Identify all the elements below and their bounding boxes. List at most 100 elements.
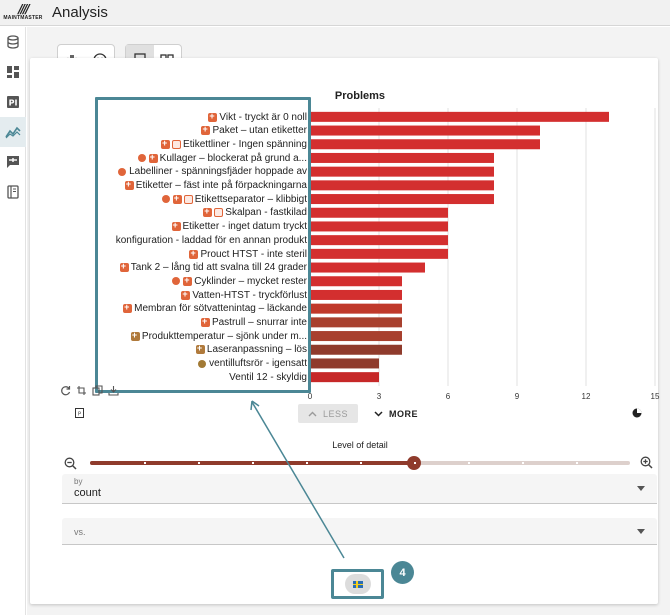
y-label-row[interactable]: Prouct HTST - inte steril — [189, 248, 307, 260]
zoom-in-icon[interactable] — [640, 456, 653, 469]
add-icon — [189, 248, 199, 259]
y-label-row[interactable]: konfiguration - laddad för en annan prod… — [116, 234, 307, 246]
idea-icon — [172, 277, 181, 286]
chart-title: Problems — [334, 90, 386, 102]
y-label-text: Ventil 12 - skyldig — [229, 371, 307, 383]
y-label-row[interactable]: Cyklinder – mycket rester — [172, 275, 307, 287]
slider-tick — [414, 462, 416, 464]
database-icon — [7, 35, 19, 49]
y-label-text: konfiguration - laddad för en annan prod… — [115, 234, 307, 246]
calendar-icon — [172, 139, 182, 149]
add-icon — [203, 206, 213, 218]
y-label-row[interactable]: Vatten-HTST - tryckförlust — [181, 289, 307, 301]
dropdown-caret-icon — [637, 486, 645, 491]
y-label-text: Pastrull – snurrar inte — [211, 317, 307, 328]
y-label-text: Prouct HTST - inte steril — [200, 248, 307, 260]
feedback-icon — [7, 156, 19, 168]
chart-actions — [60, 385, 119, 396]
y-label-row[interactable]: Pastrull – snurrar inte — [200, 316, 307, 329]
slider-tick — [198, 462, 200, 464]
y-label-row[interactable]: Labelliner - spänningsfjäder hoppade av — [118, 166, 307, 178]
sidebar-item-notebook[interactable] — [0, 177, 26, 207]
y-label-row[interactable]: Ventil 12 - skyldig — [229, 371, 307, 383]
refresh-icon[interactable] — [60, 385, 71, 396]
add-icon — [171, 220, 181, 232]
svg-text:PI: PI — [9, 99, 18, 108]
slider-tick — [252, 462, 254, 464]
y-label-text: Etiketter - inget datum tryckt — [182, 221, 308, 233]
idea-icon — [118, 167, 127, 176]
add-icon — [123, 302, 133, 314]
y-label-row[interactable]: Etikettseparator – klibbigt — [161, 193, 307, 205]
y-label-text: Produkttemperatur – sjönk under m... — [141, 330, 307, 342]
sidebar-item-dashboard[interactable] — [0, 57, 26, 87]
y-label-text: Kullager – blockerat på grund a... — [159, 152, 307, 164]
idea-icon — [198, 359, 207, 368]
idea-icon — [161, 195, 170, 204]
y-label-row[interactable]: Skalpan - fastkilad — [203, 206, 307, 219]
y-label-text: Etiketter – fäst inte på förpackningarna — [135, 180, 307, 191]
chevron-down-icon — [374, 409, 383, 419]
vs-select-label: vs. — [74, 527, 86, 537]
page-title: Analysis — [52, 4, 108, 21]
vs-select[interactable]: vs. — [62, 518, 657, 545]
y-label-row[interactable]: Produkttemperatur – sjönk under m... — [130, 330, 307, 342]
calendar-icon — [183, 194, 193, 204]
y-label-text: Etikettliner - Ingen spänning — [183, 138, 307, 150]
slider-tick — [522, 462, 524, 464]
y-label-row[interactable]: ventilluftsrör - igensatt — [198, 358, 307, 370]
y-label-row[interactable]: Membran för sötvattenintag – läckande — [123, 302, 307, 315]
y-label-row[interactable]: Laseranpassning – lös — [195, 343, 307, 356]
more-label: MORE — [389, 408, 418, 419]
y-label-text: Vatten-HTST - tryckförlust — [192, 289, 307, 301]
y-label-row[interactable]: Etikettliner - Ingen spänning — [161, 138, 307, 150]
y-label-text: Laseranpassning – lös — [206, 344, 307, 356]
chart-y-labels: Vikt - tryckt är 0 noll Paket – utan etik… — [60, 110, 307, 390]
y-label-text: Etikettseparator – klibbigt — [194, 193, 307, 205]
add-icon — [172, 193, 182, 204]
add-icon — [124, 179, 134, 190]
sidebar-item-analysis[interactable] — [0, 117, 26, 147]
level-of-detail-slider[interactable] — [90, 456, 630, 470]
add-icon — [201, 124, 211, 136]
more-button[interactable]: MORE — [366, 404, 426, 423]
y-label-row[interactable]: Etiketter - inget datum tryckt — [171, 220, 308, 233]
add-icon — [148, 152, 158, 163]
logo-text: MAINTMASTER — [3, 15, 43, 21]
dropdown-caret-icon — [637, 529, 645, 534]
y-label-row[interactable]: Vikt - tryckt är 0 noll — [208, 111, 307, 123]
sidebar: PI — [0, 27, 26, 615]
y-label-text: Paket – utan etiketter — [212, 125, 307, 137]
download-icon[interactable] — [108, 385, 119, 396]
y-label-row[interactable]: Paket – utan etiketter — [201, 124, 307, 137]
crop-icon[interactable] — [76, 385, 87, 396]
notebook-icon — [7, 185, 19, 199]
sidebar-item-pi[interactable]: PI — [0, 87, 26, 117]
by-select-value: count — [74, 487, 101, 499]
y-label-row[interactable]: Etiketter – fäst inte på förpackningarna — [124, 179, 307, 192]
flag-chip — [344, 574, 371, 594]
y-label-text: Skalpan - fastkilad — [225, 207, 307, 219]
by-select-label: by — [74, 477, 83, 486]
y-label-row[interactable]: Tank 2 – lång tid att svalna till 24 gra… — [119, 261, 307, 274]
analysis-icon — [5, 126, 21, 139]
y-label-row[interactable]: Kullager – blockerat på grund a... — [137, 152, 307, 164]
sidebar-item-database[interactable] — [0, 27, 26, 57]
less-label: LESS — [322, 408, 348, 419]
pdf-icon[interactable]: P — [75, 408, 84, 418]
add-icon — [181, 289, 191, 300]
less-button[interactable]: LESS — [298, 404, 358, 423]
y-label-text: Cyklinder – mycket rester — [194, 275, 307, 287]
copy-icon[interactable] — [92, 385, 103, 396]
add-icon — [161, 138, 171, 149]
sidebar-item-feedback[interactable] — [0, 147, 26, 177]
flag-callout-button[interactable] — [331, 569, 384, 599]
y-label-text: Labelliner - spänningsfjäder hoppade av — [129, 166, 307, 178]
y-label-text: Tank 2 – lång tid att svalna till 24 gra… — [130, 262, 307, 274]
by-select[interactable]: by count — [62, 474, 657, 504]
pie-chart-icon[interactable] — [632, 408, 642, 418]
maintmaster-logo[interactable]: //// MAINTMASTER — [0, 0, 46, 26]
zoom-out-icon[interactable] — [64, 457, 77, 470]
swedish-flag-icon — [352, 580, 363, 588]
level-of-detail-label: Level of detail — [332, 440, 388, 450]
